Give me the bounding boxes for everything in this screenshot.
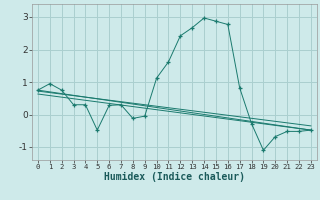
X-axis label: Humidex (Indice chaleur): Humidex (Indice chaleur) [104,172,245,182]
